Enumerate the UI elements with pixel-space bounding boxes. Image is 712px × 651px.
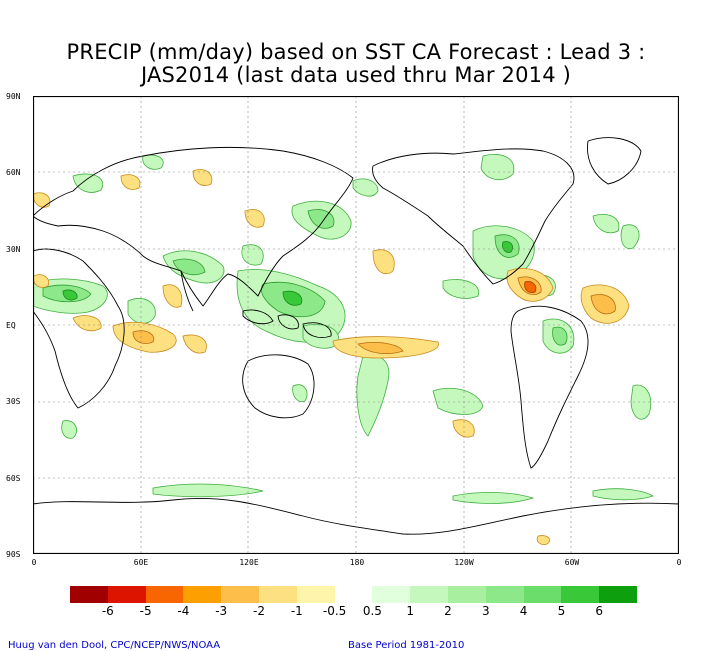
lat-label-30s: 30S <box>6 397 21 406</box>
colorbar-swatch <box>561 586 600 603</box>
lat-label-30n: 30N <box>6 245 21 254</box>
precip-anomaly-shading <box>33 154 654 545</box>
colorbar-swatch <box>145 586 184 603</box>
colorbar-swatch <box>258 586 297 603</box>
map-title-line2: JAS2014 (last data used thru Mar 2014 ) <box>140 63 572 87</box>
lat-label-60n: 60N <box>6 168 21 177</box>
credit-base-period: Base Period 1981-2010 <box>348 640 465 651</box>
colorbar-label: -1 <box>290 604 303 618</box>
colorbar-swatch <box>296 586 335 603</box>
colorbar <box>70 586 637 604</box>
colorbar-label: -4 <box>177 604 190 618</box>
lat-label-90n: 90N <box>6 92 21 101</box>
map-border <box>33 96 679 554</box>
lon-label-120w: 120W <box>454 558 474 567</box>
colorbar-swatch <box>410 586 448 603</box>
colorbar-label: 2 <box>444 604 452 618</box>
forecast-map <box>33 96 679 554</box>
lat-label-60s: 60S <box>6 474 21 483</box>
colorbar-label: 5 <box>557 604 566 618</box>
lat-label-90s: 90S <box>6 550 21 559</box>
lon-label-120e: 120E <box>239 558 259 567</box>
colorbar-label: -6 <box>101 604 114 618</box>
credit-author: Huug van den Dool, CPC/NCEP/NWS/NOAA <box>8 640 221 651</box>
colorbar-swatch <box>599 586 637 603</box>
lon-label-0-east: 0 <box>676 558 682 567</box>
lon-label-180: 180 <box>349 558 365 567</box>
lat-label-eq: EQ <box>6 321 16 330</box>
map-title-line1: PRECIP (mm/day) based on SST CA Forecast… <box>66 40 646 64</box>
coastline-outlines <box>33 137 679 535</box>
colorbar-label: -0.5 <box>322 604 347 618</box>
colorbar-label: -5 <box>139 604 152 618</box>
lon-label-0: 0 <box>31 558 37 567</box>
colorbar-label: 1 <box>406 604 415 618</box>
colorbar-label: 6 <box>595 604 604 618</box>
colorbar-swatch <box>107 586 146 603</box>
colorbar-label: 3 <box>481 604 490 618</box>
lon-label-60e: 60E <box>133 558 149 567</box>
colorbar-swatch <box>485 586 524 603</box>
lat-lon-grid <box>33 96 679 554</box>
colorbar-swatch <box>523 586 562 603</box>
colorbar-label: 0.5 <box>362 604 382 618</box>
colorbar-swatch <box>183 586 222 603</box>
colorbar-swatch <box>221 586 259 603</box>
colorbar-swatch <box>334 586 373 603</box>
colorbar-label: -2 <box>253 604 265 618</box>
lon-label-60w: 60W <box>564 558 580 567</box>
colorbar-swatch <box>447 586 486 603</box>
colorbar-label: 4 <box>519 604 528 618</box>
colorbar-label: -3 <box>215 604 228 618</box>
colorbar-swatch <box>70 586 108 603</box>
colorbar-swatch <box>372 586 411 603</box>
